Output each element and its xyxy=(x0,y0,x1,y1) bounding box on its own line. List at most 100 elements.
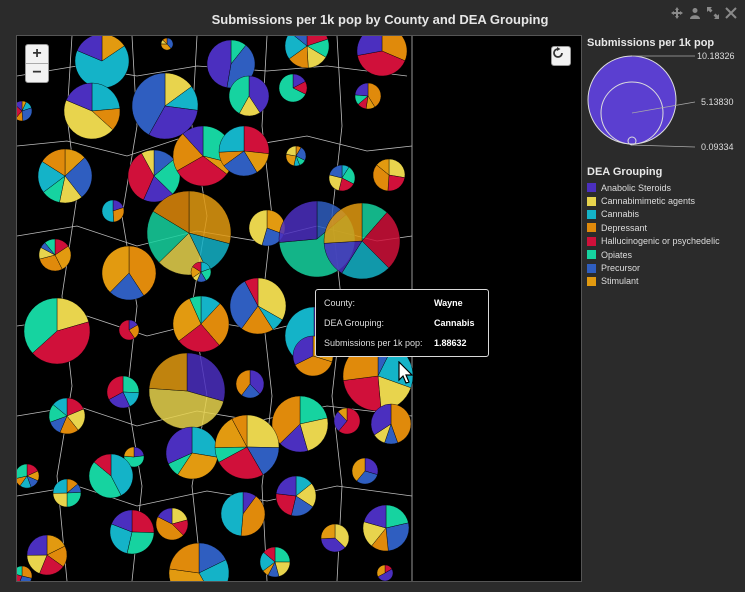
pie-slice xyxy=(263,546,276,563)
legend-swatch xyxy=(587,196,596,206)
user-icon[interactable] xyxy=(689,6,701,19)
pie-slice xyxy=(26,534,48,556)
county-pie[interactable] xyxy=(26,534,68,576)
pie-slice xyxy=(178,323,220,353)
pie-slice xyxy=(54,245,72,270)
county-pie[interactable] xyxy=(101,245,157,301)
county-pie[interactable] xyxy=(172,295,230,353)
color-legend: Anabolic Steroids Cannabimimetic agents Ca… xyxy=(587,181,720,288)
legend-label: Cannabimimetic agents xyxy=(601,196,696,207)
pie-slice xyxy=(189,295,202,325)
county-pie[interactable] xyxy=(362,504,410,552)
county-pie[interactable] xyxy=(101,199,125,223)
county-pie[interactable] xyxy=(259,546,291,578)
county-pie[interactable] xyxy=(52,478,82,508)
legend-label: Anabolic Steroids xyxy=(601,182,672,193)
zoom-out-button[interactable]: − xyxy=(32,64,42,81)
pie-slice xyxy=(109,523,133,554)
county-pie[interactable] xyxy=(354,82,382,110)
pie-slice xyxy=(376,158,390,176)
county-pie[interactable] xyxy=(37,148,93,204)
county-pie[interactable] xyxy=(165,426,219,480)
legend-item[interactable]: Opiates xyxy=(587,248,720,261)
pie-slice xyxy=(155,516,184,541)
county-pie[interactable] xyxy=(74,36,130,89)
county-pie[interactable] xyxy=(271,395,329,453)
pie-slice xyxy=(148,388,224,430)
county-pie[interactable] xyxy=(38,238,72,272)
county-pie[interactable] xyxy=(235,369,265,399)
county-pie[interactable] xyxy=(190,261,212,283)
legend-label: Hallucinogenic or psychedelic xyxy=(601,236,720,247)
county-pie[interactable] xyxy=(17,100,33,122)
county-pie[interactable] xyxy=(168,542,230,581)
close-icon[interactable] xyxy=(725,6,737,19)
pie-slice xyxy=(329,164,343,179)
county-pie[interactable] xyxy=(229,277,287,335)
expand-icon[interactable] xyxy=(707,6,719,19)
county-pie[interactable] xyxy=(370,403,412,445)
county-pie[interactable] xyxy=(285,145,307,167)
pie-slice xyxy=(44,238,56,256)
county-pie[interactable] xyxy=(275,475,317,517)
county-pie[interactable] xyxy=(328,164,356,192)
county-pie[interactable] xyxy=(17,565,33,581)
pie-slice xyxy=(357,50,406,77)
legend-item[interactable]: Hallucinogenic or psychedelic xyxy=(587,235,720,248)
legend-item[interactable]: Precursor xyxy=(587,261,720,274)
pie-slice xyxy=(228,75,250,114)
county-pie[interactable] xyxy=(48,397,86,435)
county-pie[interactable] xyxy=(106,375,140,409)
zoom-in-button[interactable]: + xyxy=(26,45,48,64)
pie-slice xyxy=(370,403,392,436)
county-pie[interactable] xyxy=(148,352,226,430)
county-pie[interactable] xyxy=(351,457,379,485)
county-pie[interactable] xyxy=(63,82,121,140)
pie-slice xyxy=(292,335,314,366)
county-pie[interactable] xyxy=(323,202,401,280)
county-pie[interactable] xyxy=(109,509,155,555)
legend-label: Precursor xyxy=(601,263,641,274)
county-pie[interactable] xyxy=(278,73,308,103)
pie-slice xyxy=(169,542,200,574)
county-pie[interactable] xyxy=(220,491,266,537)
pie-slice xyxy=(356,470,378,485)
county-pie[interactable] xyxy=(146,190,232,276)
county-pie[interactable] xyxy=(88,453,134,499)
pie-slice xyxy=(249,369,265,395)
county-pie[interactable] xyxy=(284,36,330,69)
legend-item[interactable]: Cannabis xyxy=(587,208,720,221)
pie-slice xyxy=(106,375,124,400)
county-pie[interactable] xyxy=(356,36,408,77)
size-legend: 10.18326 5.13830 0.09334 xyxy=(587,50,737,160)
legend-item[interactable]: Depressant xyxy=(587,221,720,234)
county-map[interactable] xyxy=(17,36,581,581)
tooltip-county-label: County: xyxy=(324,298,356,308)
county-pie[interactable] xyxy=(118,319,140,341)
legend-item[interactable]: Cannabimimetic agents xyxy=(587,194,720,207)
county-pie[interactable] xyxy=(131,72,199,140)
county-pie[interactable] xyxy=(23,297,91,365)
pie-slice xyxy=(188,190,232,244)
county-pie[interactable] xyxy=(155,507,189,541)
county-pie[interactable] xyxy=(320,523,350,553)
county-pie[interactable] xyxy=(228,75,270,117)
pie-slice xyxy=(17,574,23,581)
legend-item[interactable]: Stimulant xyxy=(587,275,720,288)
county-pie[interactable] xyxy=(372,158,406,192)
county-pie[interactable] xyxy=(127,149,181,203)
county-pie[interactable] xyxy=(17,463,40,489)
reset-view-button[interactable] xyxy=(551,46,571,66)
county-pie[interactable] xyxy=(218,125,270,177)
map-panel[interactable]: + − County: Wayne DEA Grouping: Cannabis… xyxy=(16,35,582,582)
county-pie[interactable] xyxy=(160,37,174,51)
county-pie[interactable] xyxy=(376,564,394,581)
pie-slice xyxy=(191,426,219,458)
county-pie[interactable] xyxy=(333,407,361,435)
pie-slice xyxy=(32,321,91,365)
legend-item[interactable]: Anabolic Steroids xyxy=(587,181,720,194)
tooltip-metric-value: 1.88632 xyxy=(434,338,467,348)
pie-slice xyxy=(52,397,68,417)
county-pie[interactable] xyxy=(214,414,280,480)
move-icon[interactable] xyxy=(671,6,683,19)
